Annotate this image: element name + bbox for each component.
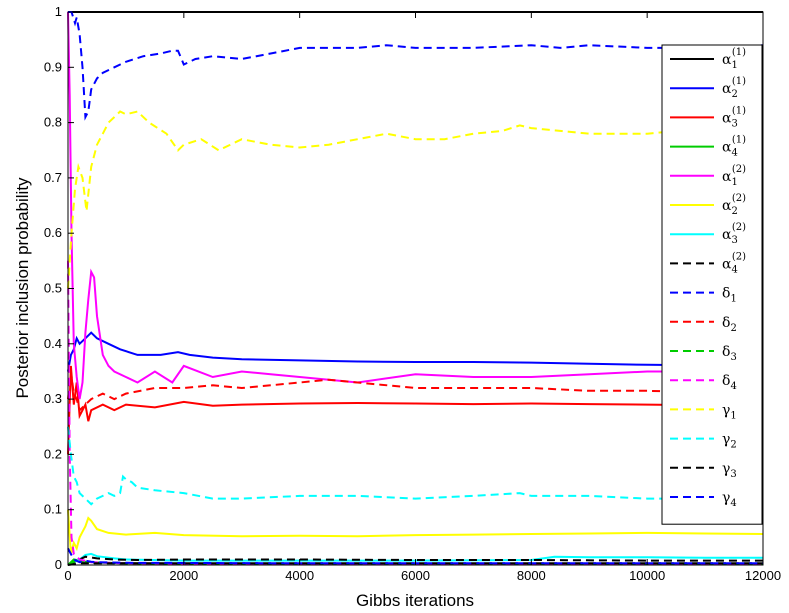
x-tick-label: 0 <box>64 568 71 583</box>
legend-label: γ2 <box>722 432 737 451</box>
series-layer <box>67 11 764 566</box>
y-tick-label: 0.9 <box>44 59 62 74</box>
y-tick-label: 1 <box>55 4 62 19</box>
legend-label: α4(1) <box>722 135 746 159</box>
series-line-15 <box>67 562 763 566</box>
legend-box <box>661 44 763 525</box>
plot-area <box>68 12 763 565</box>
legend-label: δ4 <box>722 373 737 392</box>
series-line-13 <box>67 110 763 289</box>
legend-label: δ2 <box>722 315 737 334</box>
y-axis-title: Posterior inclusion probability <box>13 177 32 399</box>
legend-label: α4(2) <box>722 251 746 275</box>
x-tick-label: 4000 <box>285 568 314 583</box>
legend-label: γ3 <box>722 461 737 480</box>
y-tick-label: 0.1 <box>44 502 62 517</box>
legend-label: δ3 <box>722 344 737 363</box>
y-tick-label: 0.8 <box>44 115 62 130</box>
y-tick-label: 0.5 <box>44 281 62 296</box>
legend: α1(1) α2(1) α3(1) α4(1) α1(2) α2(2) α3(2) α4(2)… <box>661 44 763 525</box>
series-line-5 <box>67 11 764 400</box>
y-tick-label: 0.7 <box>44 170 62 185</box>
legend-label: α1(1) <box>722 47 746 71</box>
x-tick-label: 10000 <box>629 568 665 583</box>
y-tick-label: 0 <box>55 557 62 572</box>
x-tick-label: 8000 <box>517 568 546 583</box>
legend-label: α3(1) <box>722 105 746 129</box>
legend-label: α2(1) <box>722 76 746 100</box>
y-tick-label: 0.2 <box>44 446 62 461</box>
series-line-2 <box>67 331 764 372</box>
x-tick-label: 6000 <box>401 568 430 583</box>
series-line-14 <box>67 426 764 506</box>
series-line-10 <box>67 371 764 413</box>
y-tick-label: 0.6 <box>44 225 62 240</box>
legend-label: γ1 <box>722 402 737 421</box>
y-tick-label: 0.3 <box>44 391 62 406</box>
legend-label: α3(2) <box>722 222 746 246</box>
series-line-9 <box>68 11 764 121</box>
series-line-6 <box>67 509 764 555</box>
legend-label: δ1 <box>722 286 737 305</box>
y-tick-label: 0.4 <box>44 336 62 351</box>
x-tick-label: 12000 <box>745 568 781 583</box>
axes-layer: 0 2000 4000 6000 8000 10000 12000 0 0.1 0.2 0.3 0.4… <box>44 4 781 583</box>
legend-label: α1(2) <box>722 164 746 188</box>
x-tick-label: 2000 <box>169 568 198 583</box>
series-line-8 <box>67 555 763 566</box>
legend-label: α2(2) <box>722 193 746 217</box>
legend-label: γ4 <box>722 490 737 509</box>
x-axis-title: Gibbs iterations <box>356 591 474 610</box>
